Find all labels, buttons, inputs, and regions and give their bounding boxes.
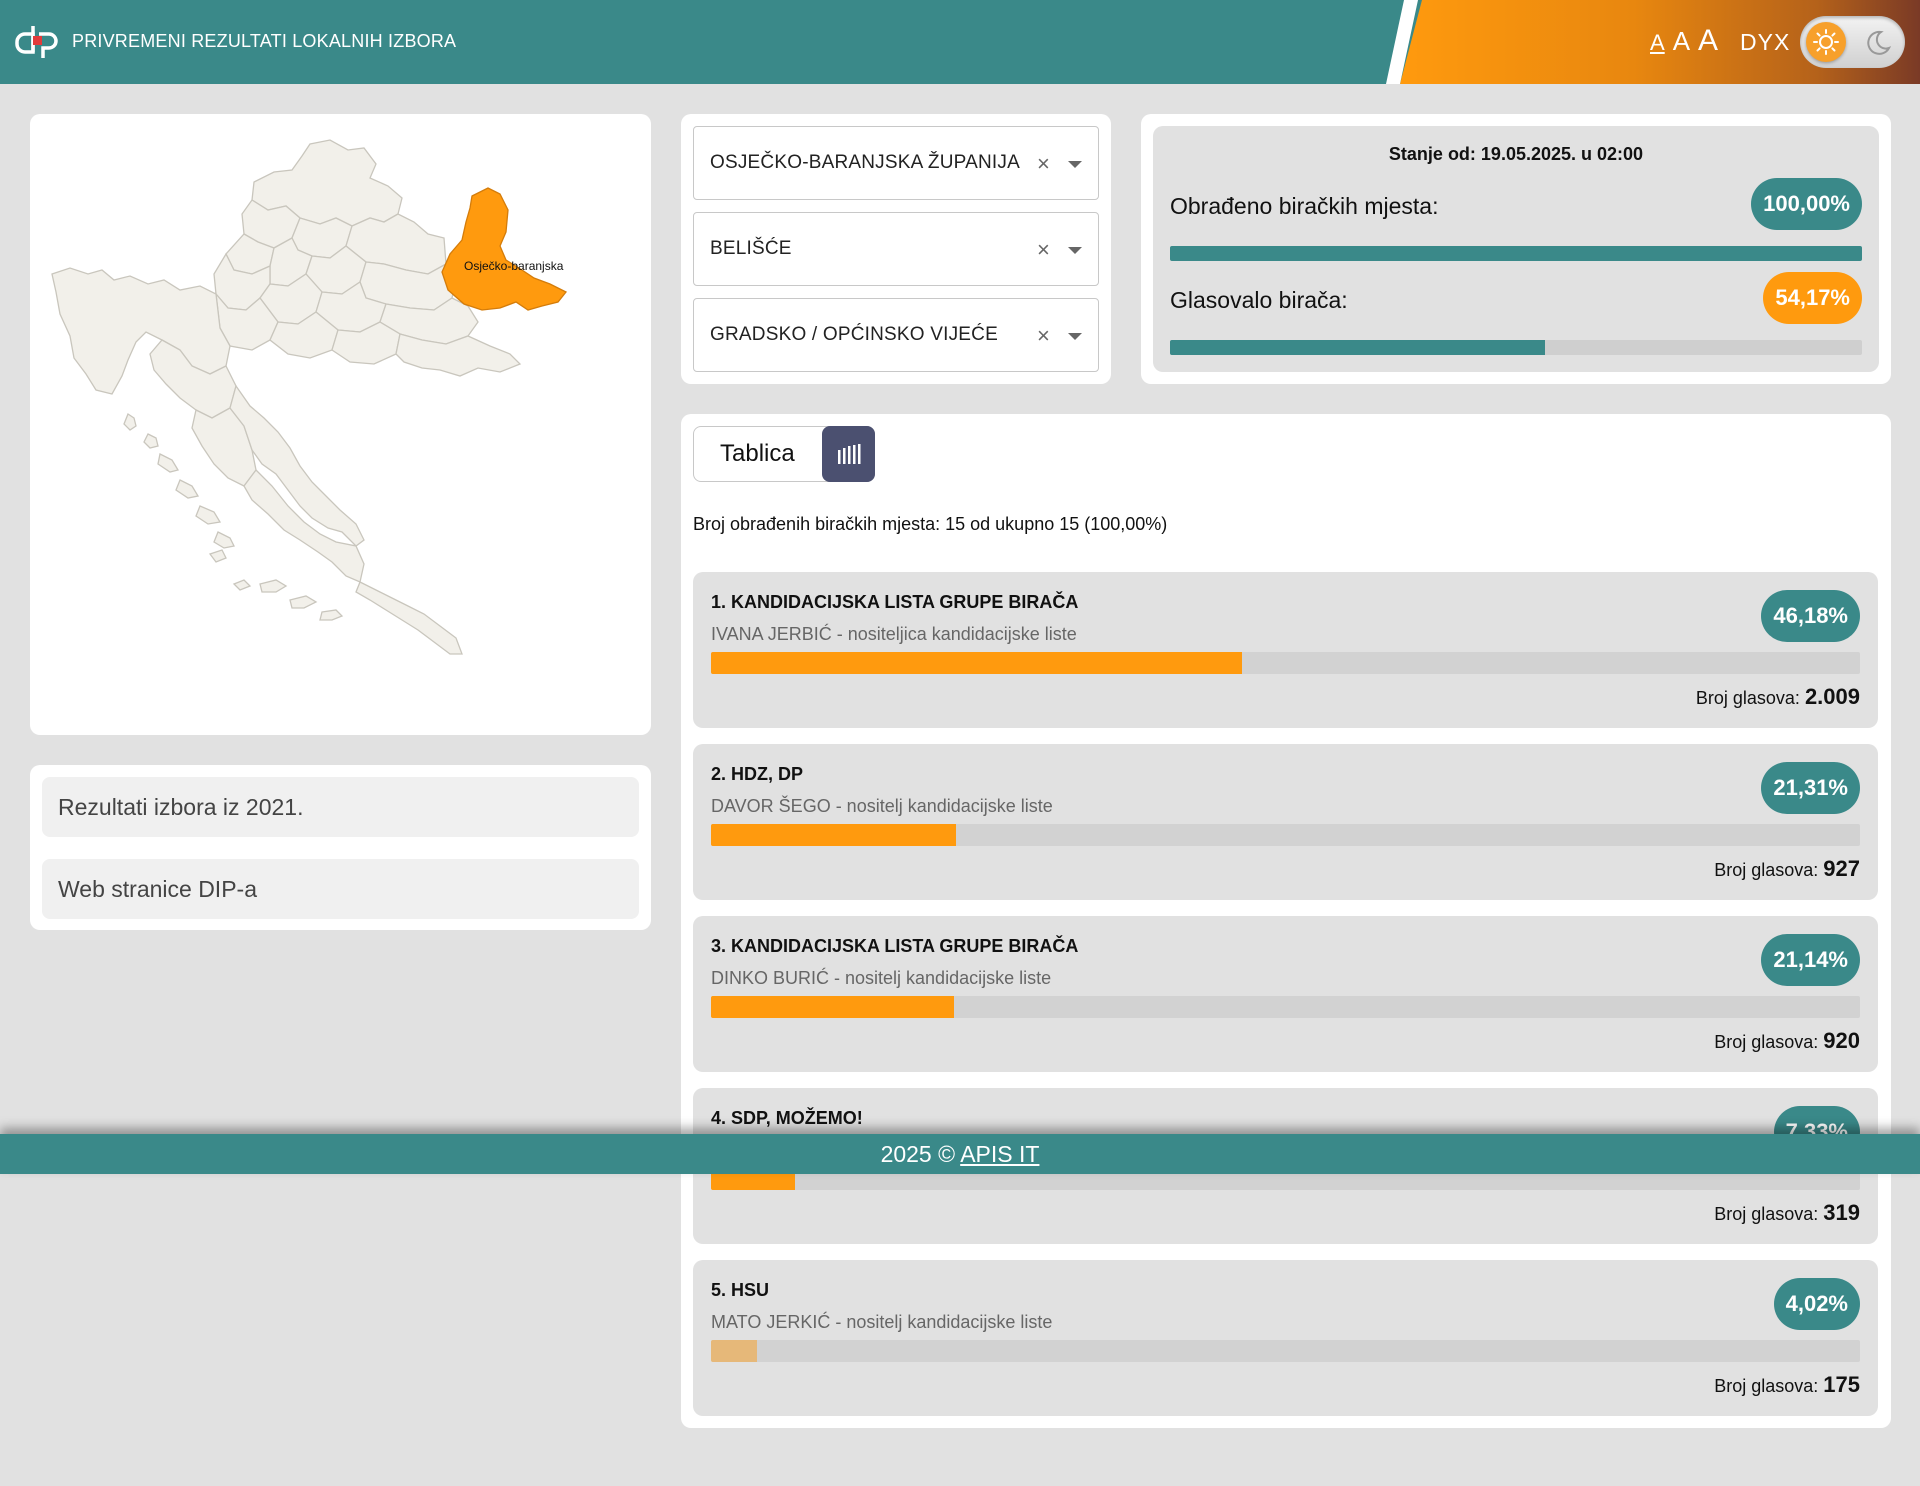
votes-value: 175 — [1823, 1372, 1860, 1397]
county-select-value: OSJEČKO-BARANJSKA ŽUPANIJA — [710, 152, 1020, 173]
table-view-button[interactable]: Tablica — [720, 440, 795, 467]
sun-icon — [1813, 29, 1839, 55]
app-title: PRIVREMENI REZULTATI LOKALNIH IZBORA — [72, 31, 457, 51]
party-leader: DAVOR ŠEGO - nositelj kandidacijske list… — [711, 796, 1053, 816]
votes-value: 2.009 — [1804, 684, 1860, 709]
party-leader: IVANA JERBIĆ - nositeljica kandidacijske… — [711, 624, 1077, 644]
font-medium-button[interactable]: A — [1672, 26, 1691, 56]
font-small-button[interactable]: A — [1650, 30, 1665, 55]
party-vote-bar-fill — [711, 652, 1242, 674]
party-vote-bar — [711, 824, 1860, 846]
font-large-button[interactable]: A — [1698, 24, 1719, 57]
election-body-select[interactable]: GRADSKO / OPĆINSKO VIJEĆE × — [693, 298, 1099, 372]
party-leader: MATO JERKIĆ - nositelj kandidacijske lis… — [711, 1312, 1053, 1332]
dyslexic-font-button[interactable]: DYX — [1740, 29, 1791, 55]
chevron-down-icon[interactable] — [1068, 333, 1082, 340]
votes-label: Broj glasova: — [1714, 860, 1819, 880]
clear-icon[interactable]: × — [1036, 237, 1050, 262]
votes-value: 319 — [1823, 1200, 1860, 1225]
county-select[interactable]: OSJEČKO-BARANJSKA ŽUPANIJA × — [693, 126, 1099, 200]
moon-icon — [1867, 30, 1892, 55]
footer: 2025 © APIS IT — [0, 1134, 1920, 1174]
filters-card: OSJEČKO-BARANJSKA ŽUPANIJA × BELIŠĆE × G… — [681, 114, 1111, 384]
party-percent-badge: 21,31% — [1761, 762, 1860, 814]
status-card: Stanje od: 19.05.2025. u 02:00 Obrađeno … — [1141, 114, 1891, 384]
party-name: 1. KANDIDACIJSKA LISTA GRUPE BIRAČA — [711, 592, 1079, 612]
result-item: 3. KANDIDACIJSKA LISTA GRUPE BIRAČA DINK… — [693, 916, 1878, 1072]
view-toggle[interactable]: Tablica — [693, 426, 875, 482]
font-size-controls: A A A — [1650, 24, 1718, 58]
county-osjecko-baranjska[interactable] — [441, 187, 568, 311]
chevron-down-icon[interactable] — [1068, 247, 1082, 254]
processed-bar-row — [1170, 246, 1862, 261]
municipality-select[interactable]: BELIŠĆE × — [693, 212, 1099, 286]
turnout-row: Glasovalo birača: 54,17% — [1170, 272, 1862, 332]
processed-percent-badge: 100,00% — [1751, 178, 1862, 230]
votes-value: 927 — [1823, 856, 1860, 881]
bar-chart-icon — [837, 444, 860, 464]
party-name: 5. HSU — [711, 1280, 770, 1300]
party-votes: Broj glasova: 920 — [1714, 1028, 1860, 1054]
processed-label: Obrađeno biračkih mjesta: — [1170, 193, 1439, 219]
footer-copyright: 2025 © — [880, 1141, 961, 1167]
processed-progress-bar — [1170, 246, 1862, 261]
party-votes: Broj glasova: 175 — [1714, 1372, 1860, 1398]
party-vote-bar-fill — [711, 1340, 758, 1362]
turnout-progress-fill — [1170, 340, 1545, 355]
party-leader: DINKO BURIĆ - nositelj kandidacijske lis… — [711, 968, 1052, 988]
county-shapes — [51, 139, 522, 655]
party-name: 2. HDZ, DP — [711, 764, 804, 784]
party-name: 3. KANDIDACIJSKA LISTA GRUPE BIRAČA — [711, 936, 1079, 956]
result-item: 5. HSU MATO JERKIĆ - nositelj kandidacij… — [693, 1260, 1878, 1416]
chevron-down-icon[interactable] — [1068, 161, 1082, 168]
theme-toggle[interactable] — [1800, 16, 1905, 68]
highlighted-county-label: Osječko-baranjska — [464, 259, 564, 273]
votes-value: 920 — [1823, 1028, 1860, 1053]
party-vote-bar-fill — [711, 996, 954, 1018]
theme-toggle-knob — [1806, 22, 1846, 62]
dip-logo-icon[interactable] — [14, 24, 60, 60]
votes-label: Broj glasova: — [1714, 1032, 1819, 1052]
party-vote-bar-fill — [711, 824, 956, 846]
processed-progress-fill — [1170, 246, 1862, 261]
map-card: Osječko-baranjska — [30, 114, 651, 735]
link-results-2021[interactable]: Rezultati izbora iz 2021. — [42, 777, 639, 837]
turnout-percent-badge: 54,17% — [1763, 272, 1862, 324]
croatia-map[interactable]: Osječko-baranjska — [30, 114, 651, 735]
party-votes: Broj glasova: 927 — [1714, 856, 1860, 882]
status-panel: Stanje od: 19.05.2025. u 02:00 Obrađeno … — [1153, 126, 1879, 372]
chart-view-button[interactable] — [822, 426, 875, 482]
party-vote-bar — [711, 1340, 1860, 1362]
processed-row: Obrađeno biračkih mjesta: 100,00% — [1170, 178, 1862, 238]
processed-count-text: Broj obrađenih biračkih mjesta: 15 od uk… — [693, 514, 1168, 534]
election-body-select-value: GRADSKO / OPĆINSKO VIJEĆE — [710, 324, 998, 345]
result-item: 1. KANDIDACIJSKA LISTA GRUPE BIRAČA IVAN… — [693, 572, 1878, 728]
footer-apis-link[interactable]: APIS IT — [960, 1141, 1040, 1167]
clear-icon[interactable]: × — [1036, 151, 1050, 176]
links-card: Rezultati izbora iz 2021. Web stranice D… — [30, 765, 651, 930]
turnout-progress-bar — [1170, 340, 1862, 355]
turnout-label: Glasovalo birača: — [1170, 287, 1348, 313]
party-percent-badge: 4,02% — [1773, 1278, 1860, 1330]
party-votes: Broj glasova: 2.009 — [1696, 684, 1860, 710]
votes-label: Broj glasova: — [1714, 1204, 1819, 1224]
party-percent-badge: 46,18% — [1761, 590, 1860, 642]
link-dip-website[interactable]: Web stranice DIP-a — [42, 859, 639, 919]
turnout-bar-row — [1170, 340, 1862, 355]
municipality-select-value: BELIŠĆE — [710, 238, 792, 259]
votes-label: Broj glasova: — [1714, 1376, 1819, 1396]
top-bar: PRIVREMENI REZULTATI LOKALNIH IZBORA A A… — [0, 0, 1920, 84]
votes-label: Broj glasova: — [1695, 688, 1800, 708]
clear-icon[interactable]: × — [1036, 323, 1050, 348]
status-date: Stanje od: 19.05.2025. u 02:00 — [1388, 144, 1644, 164]
result-item: 2. HDZ, DP DAVOR ŠEGO - nositelj kandida… — [693, 744, 1878, 900]
party-votes: Broj glasova: 319 — [1714, 1200, 1860, 1226]
party-vote-bar — [711, 996, 1860, 1018]
party-percent-badge: 21,14% — [1761, 934, 1860, 986]
party-name: 4. SDP, MOŽEMO! — [711, 1108, 863, 1128]
party-vote-bar — [711, 652, 1860, 674]
results-card: Tablica Broj obrađenih biračkih mjesta: … — [681, 414, 1891, 1428]
